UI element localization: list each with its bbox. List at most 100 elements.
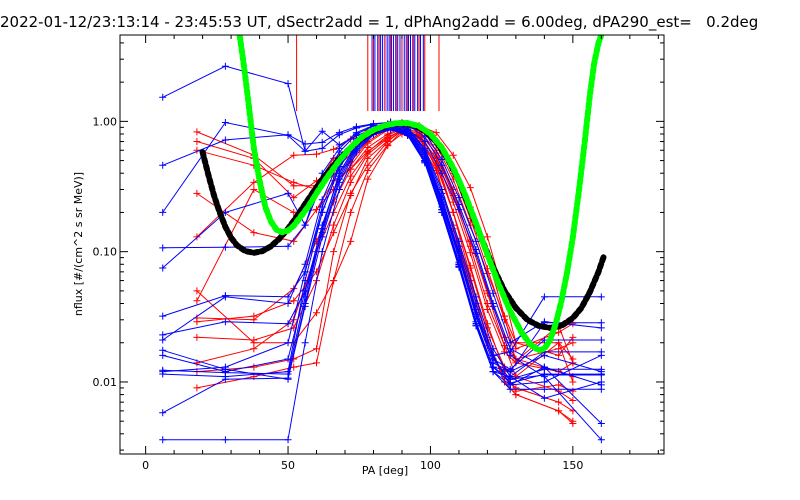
y-tick-label: 0.10	[93, 246, 118, 259]
blue-plus-marker	[159, 312, 167, 320]
blue-plus-marker	[284, 339, 292, 347]
red-plus-marker	[364, 166, 372, 174]
red-plus-marker	[555, 351, 563, 359]
blue-plus-marker	[318, 127, 326, 135]
red-plus-marker	[313, 206, 321, 214]
blue-plus-marker	[540, 385, 548, 393]
red-plus-marker	[569, 397, 577, 405]
blue-plus-marker	[159, 409, 167, 417]
blue-plus-marker	[301, 221, 309, 229]
red-plus-marker	[313, 345, 321, 353]
red-plus-marker	[364, 150, 372, 158]
y-tick-label: 1.00	[93, 115, 118, 128]
blue-plus-marker	[597, 293, 605, 301]
blue-plus-marker	[506, 375, 514, 383]
red-plus-marker	[250, 185, 258, 193]
green-fit-curve	[236, 35, 605, 354]
chart-title: 2022-01-12/23:13:14 - 23:45:53 UT, dSect…	[0, 13, 759, 31]
blue-plus-marker	[597, 419, 605, 427]
blue-plus-marker	[318, 248, 326, 256]
blue-plus-marker	[284, 80, 292, 88]
blue-plus-marker	[438, 155, 446, 163]
red-plus-marker	[330, 145, 338, 153]
red-plus-marker	[449, 151, 457, 159]
blue-plus-marker	[597, 436, 605, 444]
red-plus-marker	[250, 178, 258, 186]
blue-plus-marker	[540, 371, 548, 379]
red-plus-marker	[250, 229, 258, 237]
blue-plus-marker	[318, 138, 326, 146]
blue-plus-marker	[506, 385, 514, 393]
red-plus-marker	[193, 287, 201, 295]
blue-plus-marker	[221, 136, 229, 144]
blue-plus-marker	[455, 249, 463, 257]
red-plus-marker	[290, 178, 298, 186]
red-plus-marker	[290, 363, 298, 371]
red-plus-marker	[347, 135, 355, 143]
red-plus-marker	[347, 191, 355, 199]
red-plus-marker	[555, 345, 563, 353]
blue-plus-marker	[159, 336, 167, 344]
blue-series-line	[162, 127, 602, 373]
blue-plus-marker	[352, 148, 360, 156]
blue-plus-marker	[489, 368, 497, 376]
red-series-line	[196, 126, 574, 373]
blue-plus-marker	[438, 206, 446, 214]
red-plus-marker	[569, 417, 577, 425]
x-tick-label: 50	[281, 459, 295, 472]
red-plus-marker	[330, 277, 338, 285]
blue-plus-marker	[284, 436, 292, 444]
red-plus-marker	[384, 134, 392, 142]
red-series-line	[196, 129, 574, 383]
red-plus-marker	[555, 381, 563, 389]
blue-plus-marker	[284, 131, 292, 139]
blue-plus-marker	[438, 169, 446, 177]
ticks-layer: 0 50 100 150 0.01 0.10 1.00	[93, 35, 664, 472]
red-plus-marker	[466, 184, 474, 192]
blue-plus-marker	[597, 385, 605, 393]
red-plus-marker	[364, 175, 372, 183]
red-plus-marker	[193, 189, 201, 197]
blue-series-line	[162, 124, 602, 356]
blue-plus-marker	[438, 161, 446, 169]
blue-series-line	[162, 121, 602, 424]
red-series-line	[196, 130, 574, 424]
blue-plus-marker	[318, 225, 326, 233]
blue-plus-marker	[455, 194, 463, 202]
red-plus-marker	[250, 363, 258, 371]
blue-plus-marker	[284, 242, 292, 250]
red-plus-marker	[347, 208, 355, 216]
blue-plus-marker	[597, 348, 605, 356]
blue-plus-marker	[472, 309, 480, 317]
blue-plus-marker	[318, 144, 326, 152]
blue-plus-marker	[597, 319, 605, 327]
blue-plus-marker	[472, 237, 480, 245]
blue-plus-marker	[221, 119, 229, 127]
blue-plus-marker	[301, 300, 309, 308]
red-plus-marker	[313, 359, 321, 367]
blue-plus-marker	[335, 169, 343, 177]
x-axis-label: PA [deg]	[362, 464, 408, 477]
red-plus-marker	[290, 194, 298, 202]
x-tick-label: 100	[420, 459, 441, 472]
blue-plus-marker	[301, 339, 309, 347]
red-plus-marker	[313, 150, 321, 158]
red-plus-marker	[290, 151, 298, 159]
red-plus-marker	[290, 297, 298, 305]
blue-plus-marker	[221, 293, 229, 301]
blue-plus-marker	[335, 144, 343, 152]
blue-plus-marker	[597, 371, 605, 379]
blue-plus-marker	[159, 436, 167, 444]
blue-plus-marker	[421, 150, 429, 158]
blue-plus-marker	[301, 147, 309, 155]
blue-plus-marker	[284, 189, 292, 197]
blue-plus-marker	[159, 93, 167, 101]
red-plus-marker	[193, 333, 201, 341]
red-plus-marker	[330, 221, 338, 229]
blue-plus-marker	[159, 368, 167, 376]
blue-series-line	[162, 129, 602, 441]
red-plus-marker	[347, 237, 355, 245]
data-layer	[159, 35, 608, 444]
blue-plus-marker	[221, 62, 229, 70]
